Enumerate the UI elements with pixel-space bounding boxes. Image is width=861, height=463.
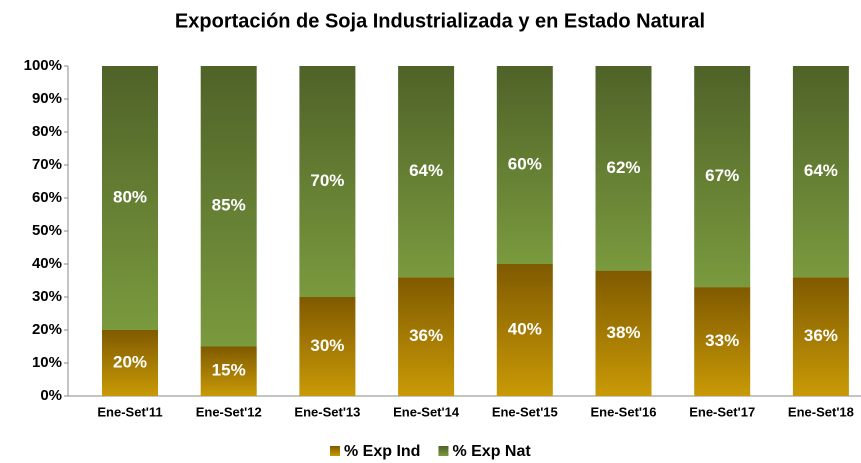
x-tick-label: Ene-Set'18 [788,404,854,419]
y-tick-label: 0% [40,387,62,404]
y-tick-label: 30% [32,288,62,305]
value-label: 38% [606,323,640,342]
value-label: 85% [212,196,246,215]
legend-swatch [330,446,340,456]
bar-segment [595,270,652,396]
x-tick-label: Ene-Set'16 [591,404,657,419]
y-tick-label: 50% [32,222,62,239]
bar-segment [200,66,257,347]
y-tick-label: 20% [32,321,62,338]
bar-segment [792,277,849,396]
value-label: 30% [310,336,344,355]
bar-segment [792,66,849,278]
value-label: 67% [705,166,739,185]
value-label: 33% [705,331,739,350]
value-label: 80% [113,187,147,206]
y-tick-label: 70% [32,156,62,173]
value-label: 40% [508,319,542,338]
legend-swatch [438,446,449,456]
bar-segment [398,277,455,396]
value-label: 60% [508,154,542,173]
bar-segment [496,66,553,264]
bar-segment [694,287,751,396]
x-tick-label: Ene-Set'14 [393,404,460,419]
bar-segment [595,66,652,271]
y-tick-label: 60% [32,189,62,206]
y-tick-label: 90% [32,90,62,107]
bar-segment [694,66,751,288]
value-label: 36% [409,326,443,345]
x-tick-label: Ene-Set'12 [196,404,262,419]
bar-segment [200,346,257,396]
legend-label: % Exp Nat [452,443,531,460]
bar-segment [299,297,356,396]
value-label: 62% [606,158,640,177]
value-label: 36% [804,326,838,345]
bar-segment [102,330,158,396]
value-label: 70% [310,171,344,190]
value-label: 64% [409,161,443,180]
y-tick-label: 100% [24,57,62,74]
y-tick-label: 10% [32,354,62,371]
value-label: 20% [113,352,147,371]
chart-title: Exportación de Soja Industrializada y en… [175,10,705,32]
y-tick-label: 40% [32,255,62,272]
legend-label: % Exp Ind [344,443,420,460]
value-label: 15% [212,361,246,380]
y-tick-label: 80% [32,123,62,140]
x-tick-label: Ene-Set'11 [97,404,162,419]
x-tick-label: Ene-Set'13 [294,404,360,419]
x-tick-label: Ene-Set'17 [689,404,755,419]
value-label: 64% [804,161,838,180]
bar-segment [102,66,158,330]
x-tick-label: Ene-Set'15 [492,404,558,419]
bar-segment [398,66,455,278]
bar-segment [299,66,356,297]
bar-segment [496,264,553,396]
